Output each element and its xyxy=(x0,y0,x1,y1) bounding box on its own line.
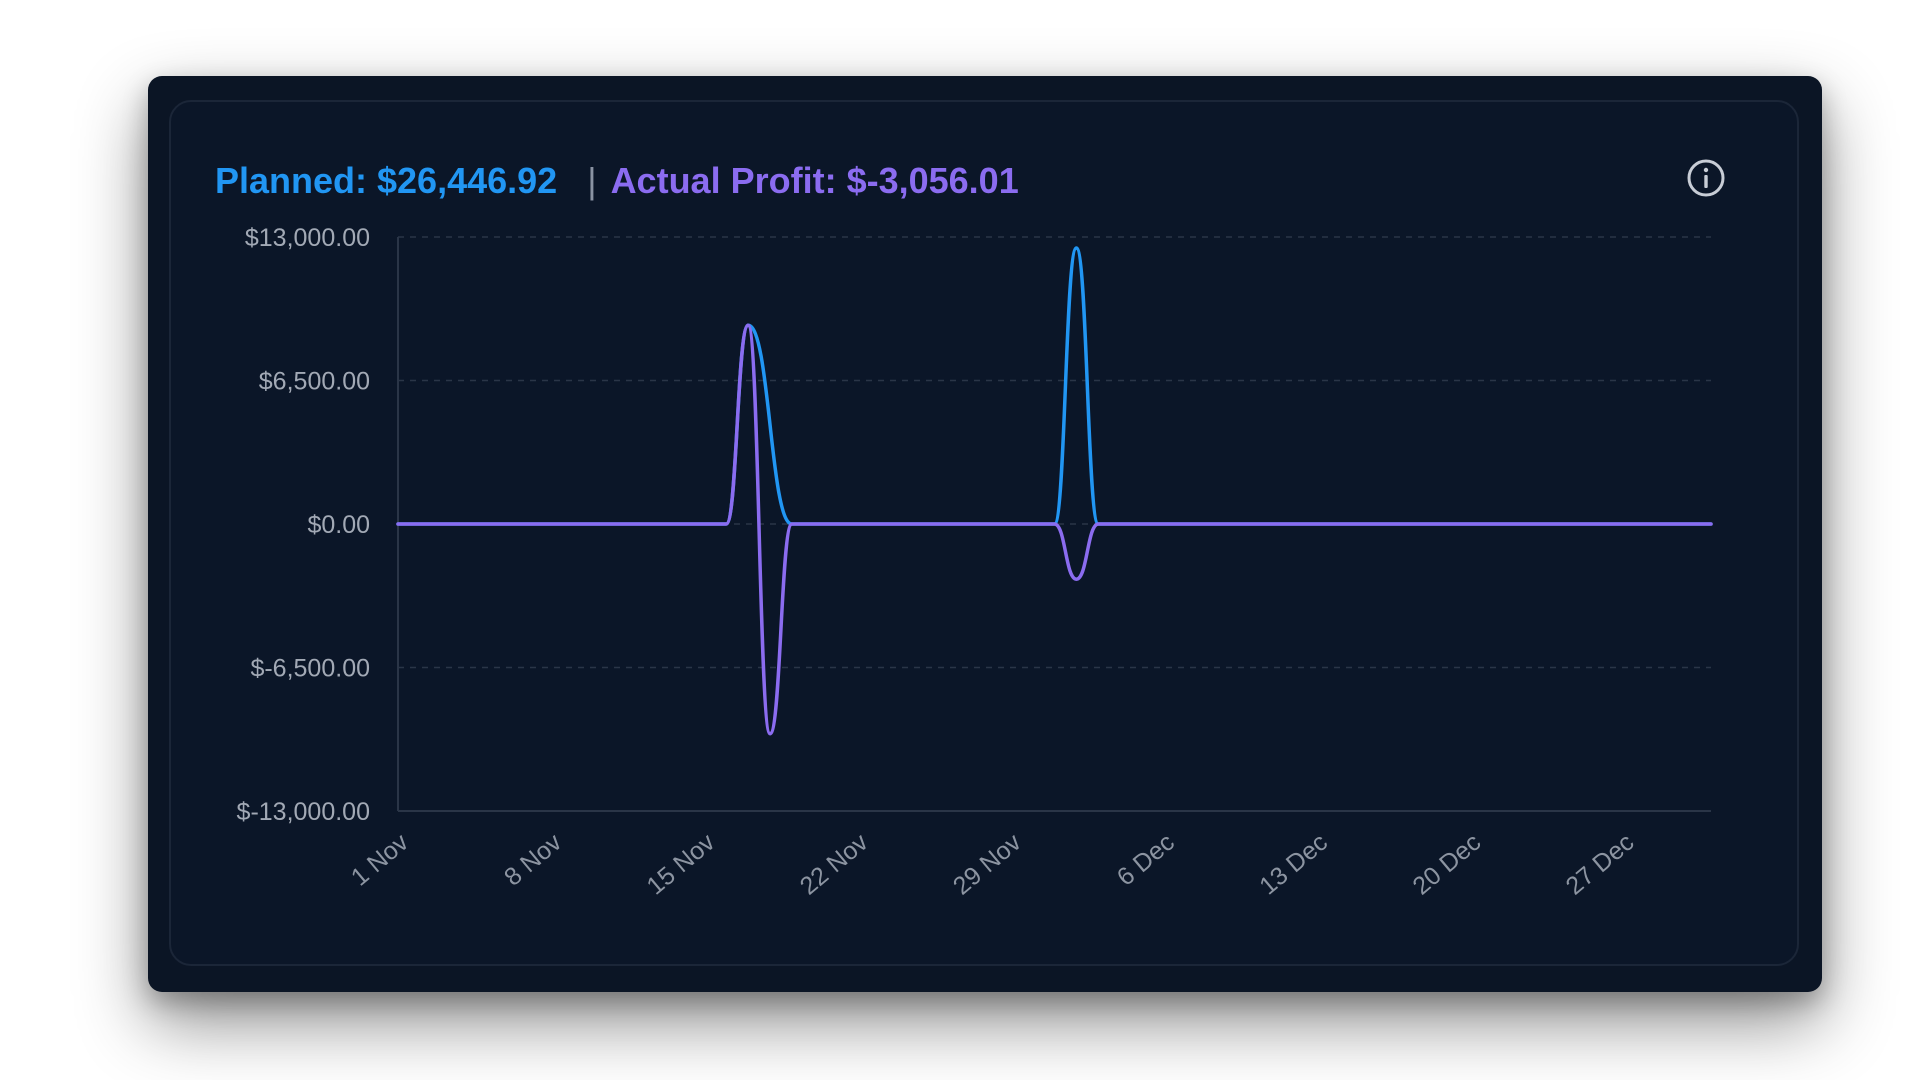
series-line-actual-profit xyxy=(396,323,1713,736)
chart-header: Planned: $26,446.92 | Actual Profit: $-3… xyxy=(215,160,1019,202)
x-tick-label: 27 Dec xyxy=(1561,828,1640,900)
x-tick-label: 6 Dec xyxy=(1112,828,1180,891)
y-tick-label: $6,500.00 xyxy=(259,368,370,396)
x-tick-label: 29 Nov xyxy=(948,828,1027,901)
header-separator: | xyxy=(587,160,597,201)
chart-panel: Planned: $26,446.92 | Actual Profit: $-3… xyxy=(169,100,1799,966)
chart-card: Planned: $26,446.92 | Actual Profit: $-3… xyxy=(148,76,1822,992)
line-chart: $13,000.00 $6,500.00 $0.00 $-6,500.00 $-13,0… xyxy=(237,224,1713,901)
x-tick-label: 1 Nov xyxy=(346,828,414,892)
info-circle-icon[interactable] xyxy=(1686,158,1726,198)
x-tick-label: 22 Nov xyxy=(795,828,874,901)
y-tick-label: $-6,500.00 xyxy=(250,655,370,683)
x-tick-label: 8 Nov xyxy=(499,828,567,892)
y-tick-label: $13,000.00 xyxy=(245,224,370,252)
y-tick-label: $-13,000.00 xyxy=(237,798,370,826)
x-tick-label: 15 Nov xyxy=(642,828,721,901)
series-line-planned xyxy=(396,246,1713,526)
planned-total: Planned: $26,446.92 xyxy=(215,160,558,201)
actual-profit-total: Actual Profit: $-3,056.01 xyxy=(610,160,1019,201)
x-tick-label: 13 Dec xyxy=(1254,828,1333,900)
y-tick-label: $0.00 xyxy=(307,511,370,539)
x-tick-label: 20 Dec xyxy=(1407,828,1486,900)
